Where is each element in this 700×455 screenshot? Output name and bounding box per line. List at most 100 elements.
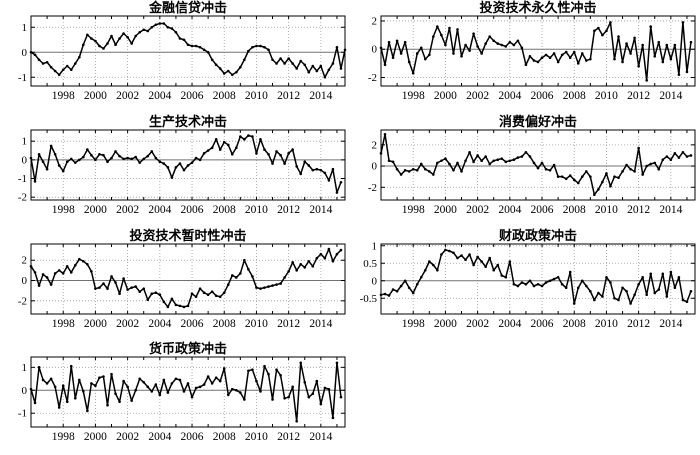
svg-text:-2: -2: [18, 191, 27, 203]
chart-title: 金融信贷冲击: [148, 0, 227, 15]
svg-text:-1: -1: [18, 72, 27, 84]
svg-text:1998: 1998: [52, 204, 75, 216]
line-chart-consumption-preference: -2 0 2 1998 2000 2002 2004 2006 2008 2010 2012 2014: [368, 129, 696, 216]
svg-text:2014: 2014: [309, 318, 332, 330]
svg-text:2004: 2004: [498, 90, 521, 102]
svg-text:2002: 2002: [116, 318, 139, 330]
svg-text:2014: 2014: [309, 90, 332, 102]
svg-text:0: 0: [22, 154, 28, 166]
subplot-monetary-policy-shock: 货币政策冲击 -1 0 1 1998 2000 2002 2004 2006 2008 2010 2…: [0, 341, 350, 455]
empty-cell: [350, 341, 700, 455]
svg-text:2000: 2000: [84, 90, 107, 102]
line-chart-investment-temporary: -2 0 2 1998 2000 2002 2004 2006 2008 2010 2012 2014: [18, 243, 346, 330]
svg-text:1998: 1998: [402, 204, 425, 216]
svg-text:2008: 2008: [213, 318, 236, 330]
svg-text:2000: 2000: [84, 318, 107, 330]
svg-text:2002: 2002: [116, 90, 139, 102]
svg-text:1998: 1998: [52, 90, 75, 102]
svg-text:1998: 1998: [402, 318, 425, 330]
subplot-financial-credit-shock: 金融信贷冲击 -1 0 1 1998 2000 2002 2004 2006 2008 2010 2…: [0, 0, 350, 114]
svg-text:2004: 2004: [148, 318, 171, 330]
svg-text:2000: 2000: [84, 431, 107, 443]
svg-text:2008: 2008: [213, 431, 236, 443]
svg-text:2010: 2010: [595, 204, 618, 216]
svg-text:1998: 1998: [52, 431, 75, 443]
svg-text:2002: 2002: [466, 318, 489, 330]
svg-text:2006: 2006: [181, 90, 204, 102]
svg-text:2000: 2000: [84, 204, 107, 216]
svg-text:0: 0: [372, 275, 378, 287]
subplot-investment-tech-permanent-shock: 投资技术永久性冲击 -2 0 2 1998 2000 2002 2004 2006 2008 20…: [350, 0, 700, 114]
svg-text:0: 0: [372, 44, 378, 56]
subplot-investment-tech-temporary-shock: 投资技术暂时性冲击 -2 0 2 1998 2000 2002 2004 2006 2008 20…: [0, 228, 350, 342]
svg-text:1: 1: [22, 135, 28, 147]
svg-text:2010: 2010: [245, 318, 268, 330]
svg-text:2008: 2008: [213, 204, 236, 216]
svg-text:2006: 2006: [531, 90, 554, 102]
svg-text:0.5: 0.5: [363, 257, 377, 269]
svg-text:0: 0: [22, 275, 28, 287]
svg-text:2008: 2008: [213, 90, 236, 102]
svg-text:2: 2: [372, 139, 378, 151]
svg-text:2012: 2012: [277, 318, 300, 330]
subplot-fiscal-policy-shock: 财政政策冲击 -0.5 0 0.5 1 1998 2000 2002 2004 2006 2008…: [350, 228, 700, 342]
svg-text:2000: 2000: [434, 318, 457, 330]
chart-title: 消费偏好冲击: [498, 113, 577, 129]
svg-text:1: 1: [372, 240, 378, 252]
svg-text:2002: 2002: [116, 431, 139, 443]
svg-text:2000: 2000: [434, 204, 457, 216]
svg-text:2000: 2000: [434, 90, 457, 102]
svg-text:2008: 2008: [563, 204, 586, 216]
svg-text:0: 0: [372, 160, 378, 172]
chart-title: 投资技术暂时性冲击: [129, 227, 247, 243]
svg-text:-1: -1: [18, 173, 27, 185]
subplot-production-tech-shock: 生产技术冲击 -2 -1 0 1 1998 2000 2002 2004 2006 2008 201…: [0, 114, 350, 228]
svg-text:2012: 2012: [627, 318, 650, 330]
svg-text:0: 0: [22, 385, 28, 397]
line-chart-fiscal-policy: -0.5 0 0.5 1 1998 2000 2002 2004 2006 2008 2010 201…: [360, 240, 696, 330]
svg-text:2014: 2014: [309, 431, 332, 443]
svg-text:2010: 2010: [595, 318, 618, 330]
svg-text:2006: 2006: [181, 431, 204, 443]
svg-text:0: 0: [22, 47, 28, 59]
svg-text:2012: 2012: [277, 90, 300, 102]
svg-text:2014: 2014: [659, 204, 682, 216]
svg-text:2004: 2004: [498, 204, 521, 216]
svg-text:2012: 2012: [627, 90, 650, 102]
svg-text:-2: -2: [18, 295, 27, 307]
line-chart-production-tech: -2 -1 0 1 1998 2000 2002 2004 2006 2008 2010 2012 20…: [18, 129, 346, 216]
svg-text:2004: 2004: [148, 431, 171, 443]
svg-text:2006: 2006: [181, 318, 204, 330]
svg-text:-2: -2: [368, 182, 377, 194]
svg-text:2004: 2004: [498, 318, 521, 330]
svg-text:2002: 2002: [116, 204, 139, 216]
svg-text:2012: 2012: [277, 431, 300, 443]
svg-text:2014: 2014: [659, 90, 682, 102]
svg-text:2008: 2008: [563, 318, 586, 330]
svg-text:-1: -1: [18, 408, 27, 420]
chart-title: 投资技术永久性冲击: [479, 0, 597, 15]
svg-text:2010: 2010: [245, 431, 268, 443]
svg-text:2010: 2010: [245, 90, 268, 102]
line-chart-monetary-policy: -1 0 1 1998 2000 2002 2004 2006 2008 2010 2012 2014: [18, 356, 346, 443]
svg-text:2: 2: [22, 254, 28, 266]
svg-text:1: 1: [22, 362, 28, 374]
chart-title: 生产技术冲击: [148, 113, 227, 129]
svg-text:2008: 2008: [563, 90, 586, 102]
line-chart-investment-permanent: -2 0 2 1998 2000 2002 2004 2006 2008 2010 2012 2014: [368, 15, 696, 102]
svg-text:2012: 2012: [627, 204, 650, 216]
chart-title: 货币政策冲击: [148, 341, 227, 357]
svg-text:2006: 2006: [531, 204, 554, 216]
svg-text:2010: 2010: [245, 204, 268, 216]
svg-text:2004: 2004: [148, 90, 171, 102]
svg-text:2002: 2002: [466, 204, 489, 216]
svg-text:2014: 2014: [659, 318, 682, 330]
svg-text:2006: 2006: [531, 318, 554, 330]
svg-text:1: 1: [22, 22, 28, 34]
svg-text:2004: 2004: [148, 204, 171, 216]
svg-text:2010: 2010: [595, 90, 618, 102]
line-chart-financial-credit: -1 0 1 1998 2000 2002 2004 2006 2008 2010 2012 2014: [18, 15, 347, 102]
svg-text:2014: 2014: [309, 204, 332, 216]
svg-text:2: 2: [372, 15, 378, 27]
